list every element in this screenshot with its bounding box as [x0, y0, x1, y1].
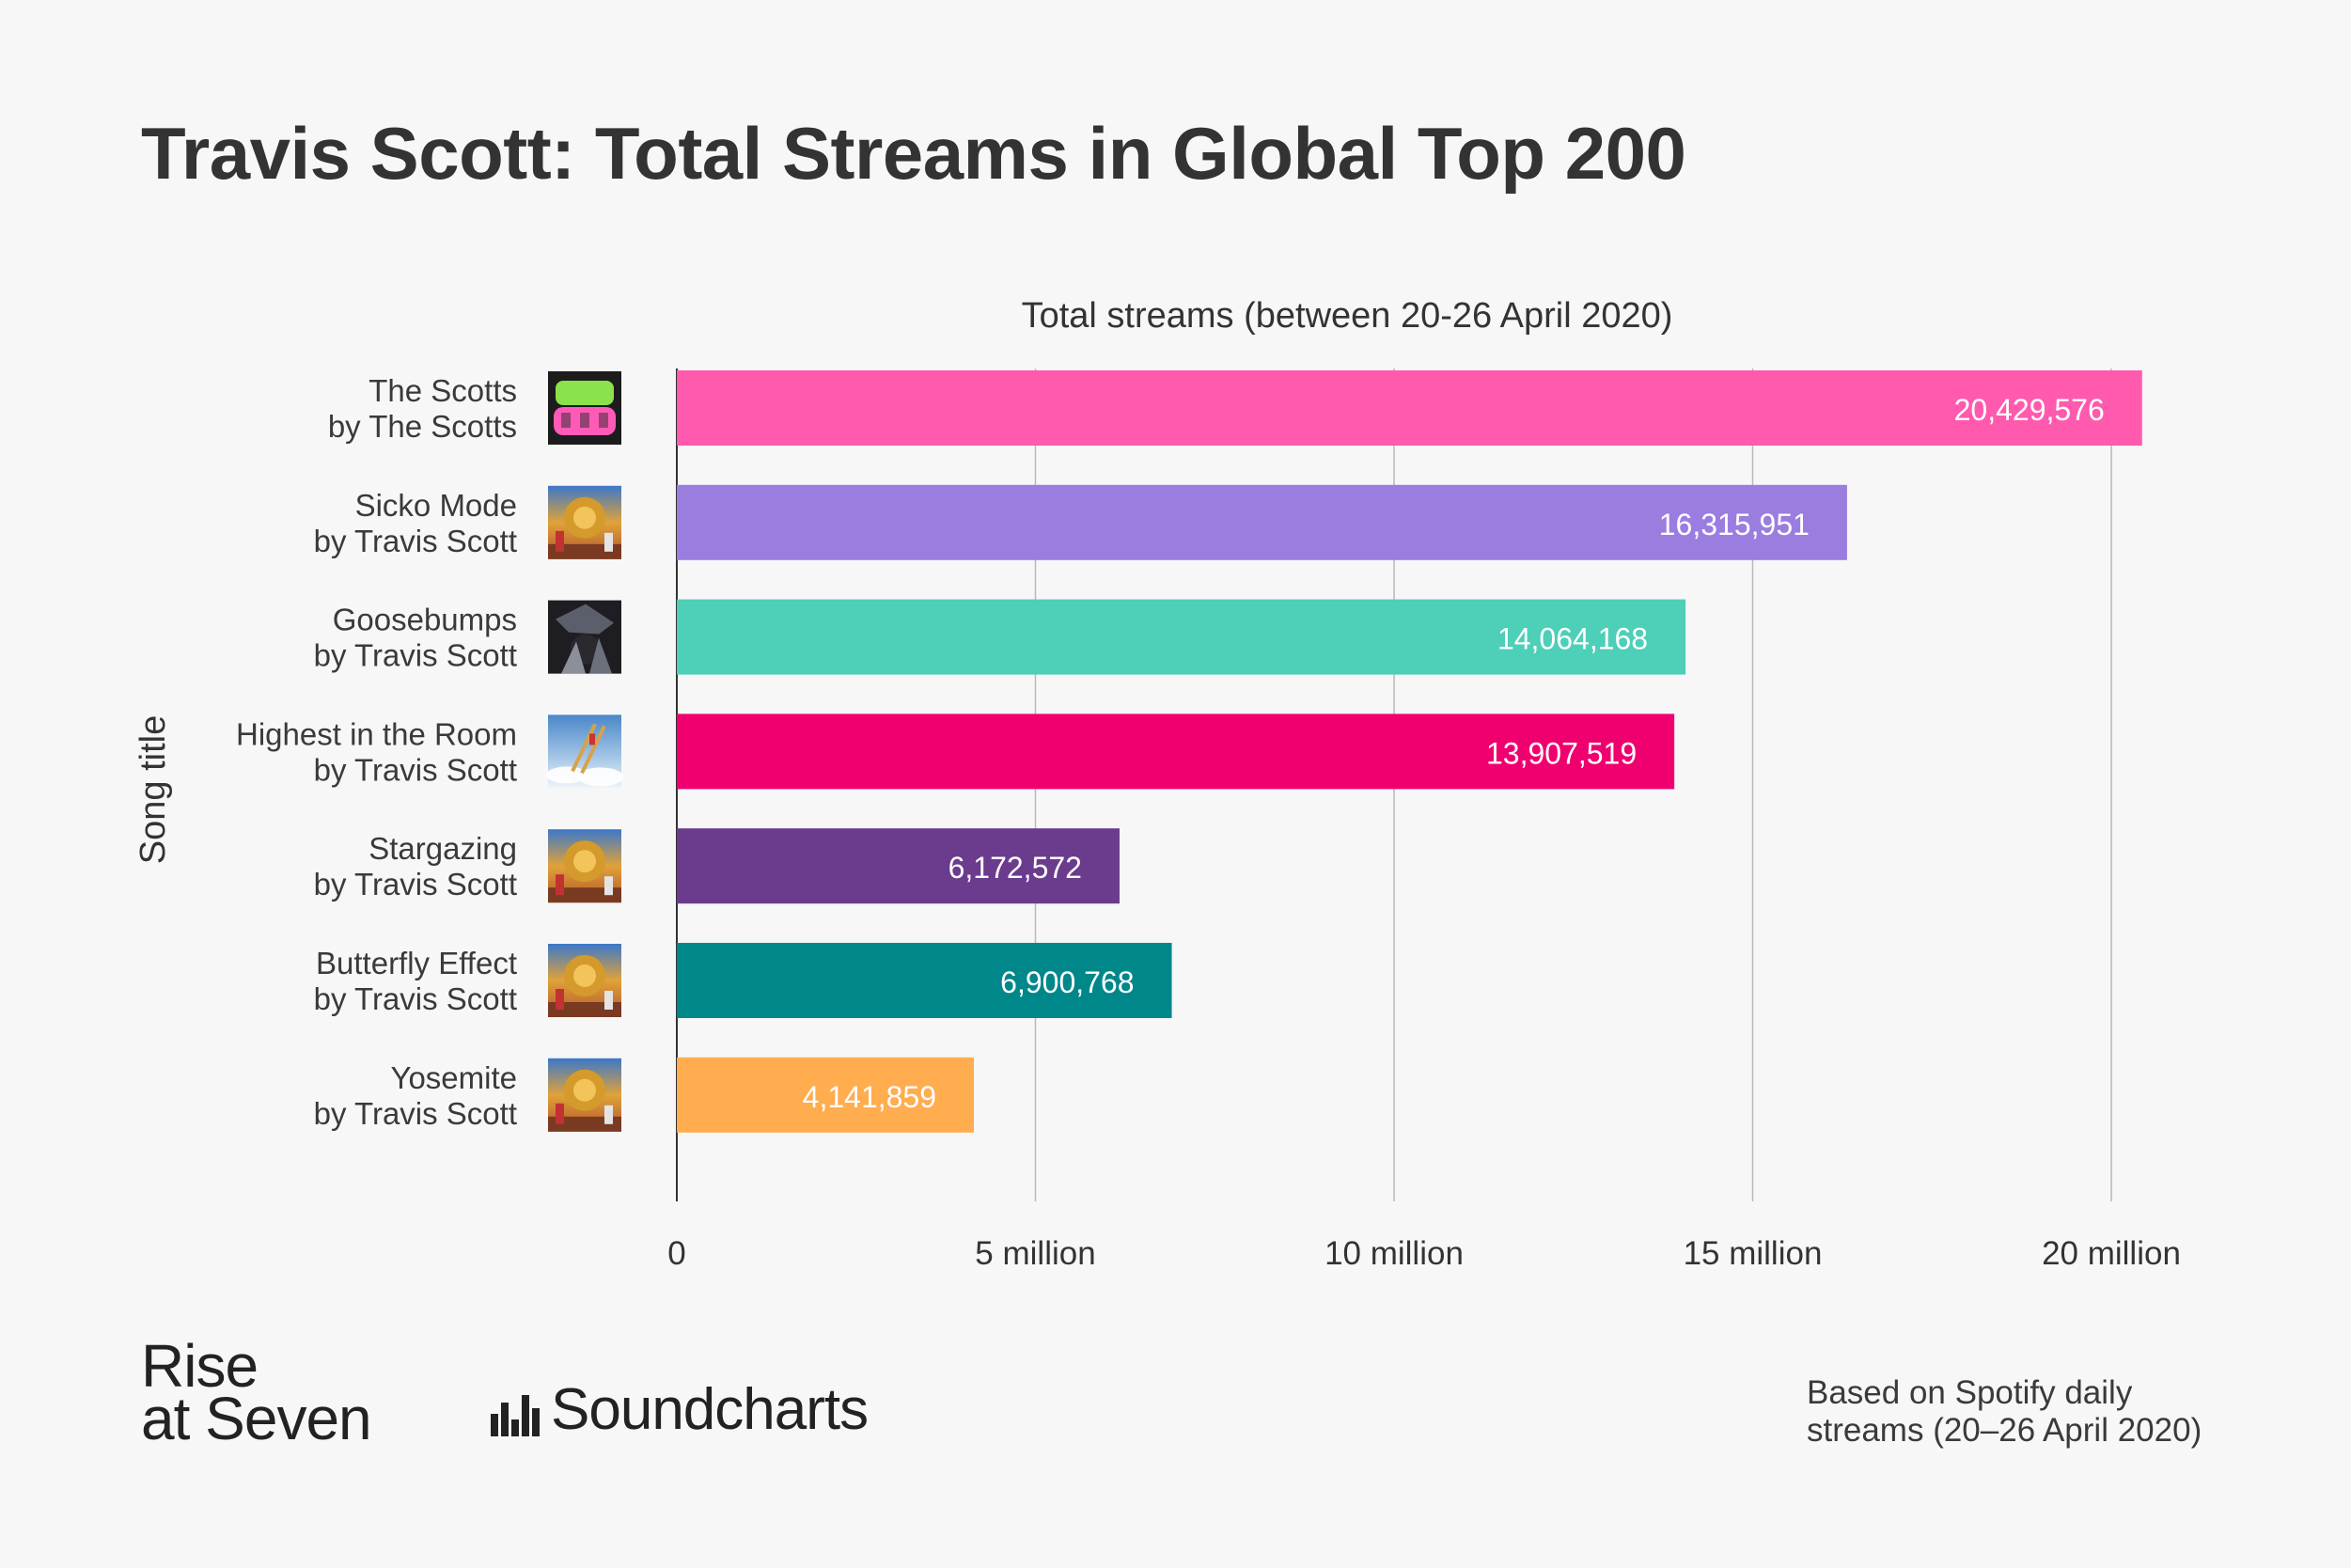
song-artist-label: by Travis Scott: [314, 524, 517, 558]
x-tick-label: 0: [667, 1235, 685, 1272]
astroworld-cover-icon: [548, 1058, 621, 1132]
song-artist-label: by Travis Scott: [314, 1096, 517, 1131]
bar: [677, 943, 1172, 1018]
y-axis-title: Song title: [133, 715, 173, 864]
bar: [677, 599, 1686, 675]
rise-logo-line2: at Seven: [141, 1385, 372, 1452]
soundcharts-logo: Soundcharts: [491, 1377, 869, 1442]
birds-cover-icon: [548, 600, 621, 674]
bar: [677, 713, 1675, 790]
song-artist-label: by The Scotts: [328, 409, 517, 444]
bar-value-label: 16,315,951: [1659, 508, 1810, 541]
footnote-line1: Based on Spotify daily: [1807, 1374, 2133, 1411]
astroworld-cover-icon: [548, 944, 621, 1017]
bar: [677, 370, 2142, 446]
astroworld-cover-icon: [548, 485, 621, 559]
rise-logo-line1: Rise: [141, 1332, 259, 1400]
song-title-label: The Scotts: [368, 373, 517, 408]
song-artist-label: by Travis Scott: [314, 752, 517, 787]
chart-title: Travis Scott: Total Streams in Global To…: [141, 112, 1686, 195]
song-title-label: Butterfly Effect: [316, 946, 517, 980]
bar-value-label: 13,907,519: [1486, 736, 1637, 770]
song-title-label: Yosemite: [390, 1060, 517, 1095]
footnote-line2: streams (20–26 April 2020): [1807, 1412, 2202, 1449]
bar-value-label: 20,429,576: [1954, 393, 2105, 427]
bar-value-label: 6,900,768: [1000, 965, 1134, 999]
highest-cover-icon: [546, 714, 623, 789]
source-footnote: Based on Spotify daily streams (20–26 Ap…: [1807, 1374, 2333, 1450]
song-artist-label: by Travis Scott: [314, 867, 517, 902]
x-tick-label: 15 million: [1684, 1235, 1823, 1272]
bar: [677, 484, 1847, 560]
bar-value-label: 14,064,168: [1497, 622, 1648, 656]
x-tick-label: 10 million: [1324, 1235, 1464, 1272]
x-tick-label: 20 million: [2042, 1235, 2181, 1272]
scotts-cover-icon: [548, 371, 621, 445]
song-title-label: Stargazing: [368, 831, 517, 866]
soundcharts-mark-icon: [491, 1388, 540, 1436]
song-artist-label: by Travis Scott: [314, 638, 517, 673]
rise-at-seven-logo: Rise at Seven: [141, 1332, 372, 1452]
bar: [677, 828, 1120, 904]
song-title-label: Sicko Mode: [355, 488, 517, 523]
bar: [677, 1057, 975, 1133]
song-artist-label: by Travis Scott: [314, 981, 517, 1016]
song-title-label: Goosebumps: [333, 603, 517, 637]
bar-value-label: 6,172,572: [948, 851, 1082, 885]
song-title-label: Highest in the Room: [236, 716, 517, 751]
x-tick-label: 5 million: [975, 1235, 1095, 1272]
soundcharts-wordmark: Soundcharts: [551, 1377, 869, 1442]
bar-value-label: 4,141,859: [803, 1080, 936, 1114]
x-axis-title: Total streams (between 20-26 April 2020): [1022, 296, 1673, 336]
astroworld-cover-icon: [548, 829, 621, 903]
